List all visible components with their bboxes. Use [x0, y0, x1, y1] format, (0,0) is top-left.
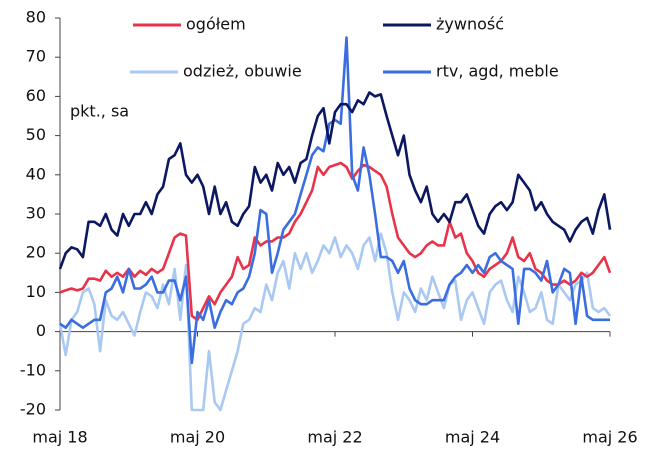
y-tick-label: -20 [20, 400, 46, 419]
y-tick-label: -10 [20, 360, 46, 379]
series-line [59, 36, 610, 365]
y-tick-label: 30 [26, 204, 46, 223]
y-tick-label: 70 [26, 47, 46, 66]
series-line [58, 232, 612, 412]
y-tick-label: 60 [26, 86, 46, 105]
series-line [59, 161, 612, 322]
y-tick-label: 10 [26, 282, 46, 301]
legend-label: ogółem [186, 15, 246, 34]
y-tick-label: 40 [26, 164, 46, 183]
y-tick-label: 50 [26, 125, 46, 144]
x-tick-label: maj 24 [445, 428, 500, 447]
x-tick-label: maj 26 [582, 428, 637, 447]
y-tick-label: 80 [26, 8, 46, 27]
series-line [58, 91, 612, 270]
legend-label: odzież, obuwie [183, 62, 302, 81]
y-tick-label: 20 [26, 243, 46, 262]
legend-label: rtv, agd, meble [436, 62, 559, 81]
legend-label: żywność [436, 15, 504, 34]
annotation: pkt., sa [70, 102, 129, 121]
x-tick-label: maj 22 [307, 428, 362, 447]
x-tick-label: maj 20 [170, 428, 225, 447]
x-tick-label: maj 18 [32, 428, 87, 447]
y-tick-label: 0 [36, 321, 46, 340]
